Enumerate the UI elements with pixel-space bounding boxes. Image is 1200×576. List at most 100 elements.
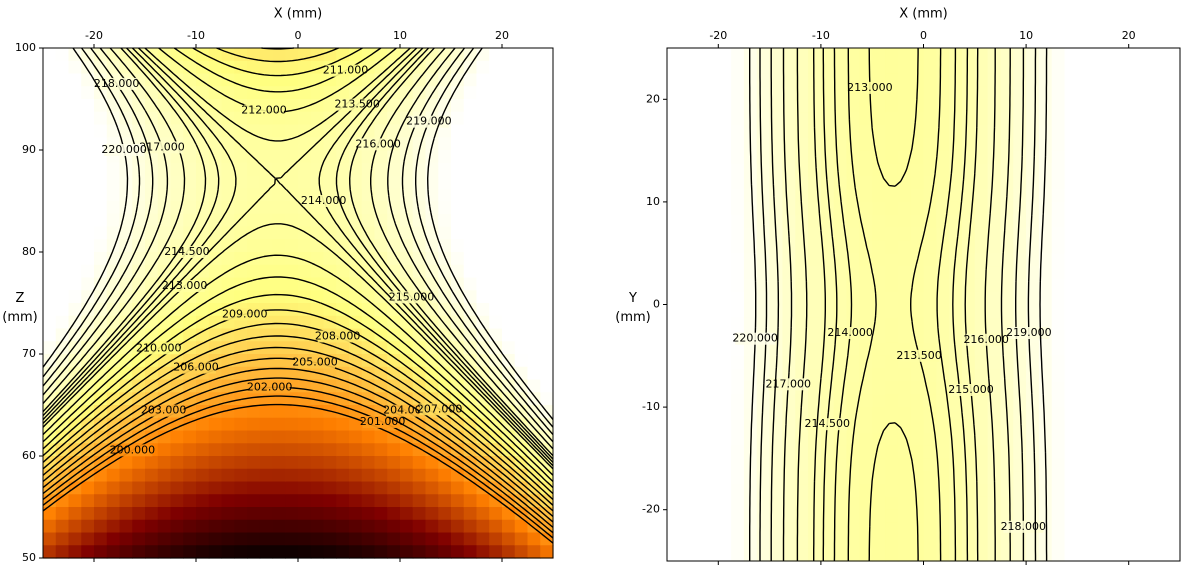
heatmap-cell <box>769 317 784 331</box>
heatmap-cell <box>119 379 133 393</box>
heatmap-cell <box>451 545 465 559</box>
heatmap-cell <box>323 86 337 100</box>
heatmap-cell <box>1141 342 1155 357</box>
heatmap-cell <box>183 213 197 228</box>
heatmap-cell <box>743 73 758 88</box>
heatmap-cell <box>718 368 732 383</box>
heatmap-cell <box>502 48 516 62</box>
heatmap-cell <box>247 545 261 559</box>
heatmap-cell <box>743 176 758 190</box>
heatmap-cell <box>43 201 57 215</box>
heatmap-cell <box>43 328 57 342</box>
heatmap-cell <box>923 291 937 306</box>
heatmap-cell <box>846 445 860 459</box>
heatmap-cell <box>756 496 771 511</box>
heatmap-cell <box>795 471 809 485</box>
heatmap-cell <box>987 176 1002 190</box>
heatmap-cell <box>463 124 478 138</box>
heatmap-cell <box>1051 368 1066 383</box>
heatmap-cell <box>743 355 758 370</box>
heatmap-cell <box>387 545 401 559</box>
heatmap-cell <box>1026 458 1040 472</box>
heatmap-cell <box>298 481 312 495</box>
heatmap-cell <box>667 522 681 536</box>
heatmap-cell <box>234 468 248 483</box>
heatmap-cell <box>910 214 925 229</box>
heatmap-cell <box>910 317 925 331</box>
heatmap-cell <box>336 532 350 546</box>
heatmap-cell <box>859 304 873 318</box>
heatmap-cell <box>1115 214 1130 229</box>
heatmap-cell <box>1013 60 1027 75</box>
heatmap-cell <box>1064 445 1078 459</box>
heatmap-cell <box>782 458 796 472</box>
heatmap-cell <box>833 48 848 62</box>
heatmap-cell <box>820 496 835 511</box>
heatmap-cell <box>502 468 516 483</box>
heatmap-cell <box>106 341 121 355</box>
heatmap-cell <box>540 137 554 151</box>
heatmap-cell <box>974 214 989 229</box>
heatmap-cell <box>718 189 732 203</box>
heatmap-cell <box>425 456 439 470</box>
heatmap-cell <box>285 150 299 164</box>
heatmap-cell <box>756 317 771 331</box>
heatmap-cell <box>961 176 976 190</box>
heatmap-cell <box>527 150 541 164</box>
heatmap-cell <box>961 432 976 447</box>
heatmap-cell <box>451 379 465 393</box>
heatmap-cell <box>336 379 350 393</box>
heatmap-cell <box>68 239 82 253</box>
heatmap-cell <box>540 48 554 62</box>
heatmap-cell <box>1167 137 1181 152</box>
heatmap-cell <box>961 496 976 511</box>
heatmap-cell <box>1090 86 1104 100</box>
heatmap-cell <box>438 73 452 87</box>
heatmap-cell <box>387 507 401 521</box>
heatmap-cell <box>285 405 299 419</box>
heatmap-cell <box>425 252 439 266</box>
heatmap-cell <box>298 519 312 534</box>
heatmap-cell <box>349 239 363 253</box>
heatmap-cell <box>756 304 771 318</box>
heatmap-cell <box>769 458 784 472</box>
heatmap-cell <box>259 264 274 279</box>
y-tick-label: 100 <box>15 41 36 54</box>
heatmap-cell <box>463 86 478 100</box>
heatmap-cell <box>476 239 490 253</box>
heatmap-cell <box>1128 304 1143 318</box>
heatmap-cell <box>68 417 82 432</box>
heatmap-cell <box>55 456 70 470</box>
heatmap-cell <box>808 163 822 177</box>
heatmap-cell <box>55 99 70 113</box>
heatmap-cell <box>731 278 745 293</box>
heatmap-cell <box>1167 381 1181 395</box>
heatmap-cell <box>1077 330 1091 344</box>
heatmap-cell <box>1077 214 1091 229</box>
heatmap-cell <box>489 162 503 177</box>
heatmap-cell <box>872 214 886 229</box>
heatmap-cell <box>285 124 299 138</box>
heatmap-cell <box>1154 124 1168 139</box>
heatmap-cell <box>885 342 899 357</box>
heatmap-cell <box>846 471 860 485</box>
heatmap-cell <box>923 150 937 165</box>
heatmap-cell <box>540 290 554 304</box>
heatmap-cell <box>936 99 950 113</box>
contour-line <box>813 48 979 561</box>
heatmap-cell <box>1013 419 1027 434</box>
heatmap-cell <box>323 519 337 534</box>
heatmap-cell <box>1090 73 1104 88</box>
heatmap-cell <box>769 124 784 139</box>
heatmap-cell <box>298 507 312 521</box>
heatmap-cell <box>743 304 758 318</box>
heatmap-cell <box>692 278 707 293</box>
heatmap-cell <box>974 445 989 459</box>
heatmap-cell <box>476 150 490 164</box>
heatmap-cell <box>476 188 490 202</box>
heatmap-cell <box>731 445 745 459</box>
heatmap-cell <box>833 266 848 280</box>
heatmap-cell <box>743 535 758 549</box>
heatmap-cell <box>731 214 745 229</box>
y-tick-label: 60 <box>22 449 36 462</box>
